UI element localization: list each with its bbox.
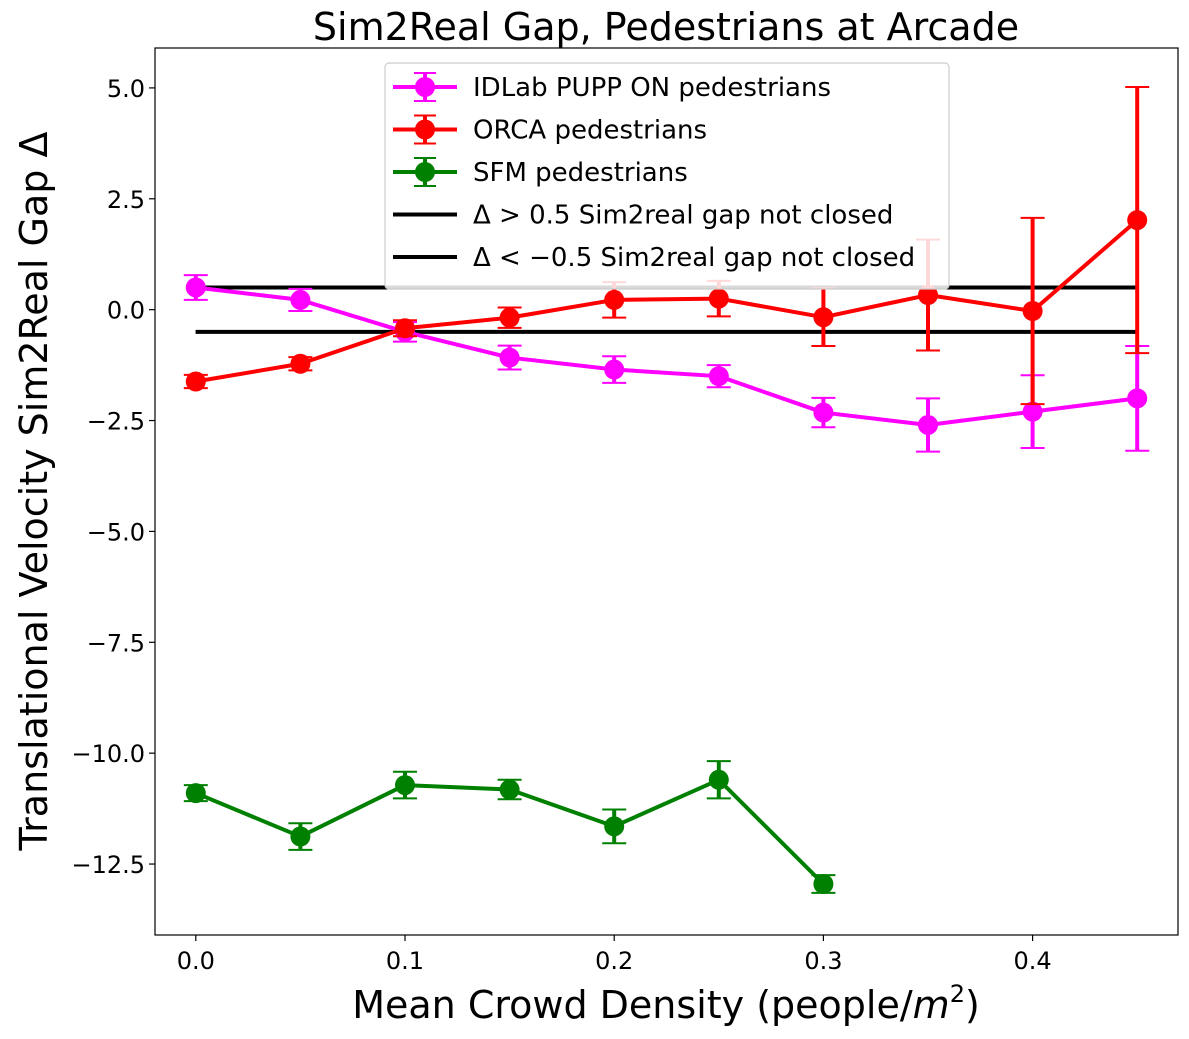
legend-label: SFM pedestrians (473, 158, 688, 188)
legend-entry-1: IDLab PUPP ON pedestrians (393, 72, 831, 103)
data-point (918, 285, 939, 306)
legend-label: Δ < −0.5 Sim2real gap not closed (473, 243, 915, 273)
legend-marker (415, 119, 435, 140)
y-axis-title: Translational Velocity Sim2Real Gap Δ (12, 132, 56, 852)
data-point (290, 826, 311, 847)
axes: 0.0 0.1 0.2 0.3 0.4 5.0 2.5 0.0 −2.5 −5.0 −7.5 −10.… (71, 47, 1179, 975)
legend: IDLab PUPP ON pedestrians ORCA pedestrian… (384, 62, 950, 290)
data-point (813, 307, 834, 328)
legend-marker (415, 162, 435, 182)
data-point (708, 366, 729, 387)
y-tick-label: −5.0 (87, 518, 145, 546)
y-tick-label: 0.0 (107, 297, 145, 325)
x-tick-label: 0.2 (595, 947, 633, 975)
legend-box (384, 62, 950, 290)
data-point (918, 414, 939, 435)
data-point (394, 318, 415, 339)
data-point (1022, 401, 1043, 422)
series-line (195, 218, 1139, 384)
data-point (1127, 210, 1148, 231)
data-point (499, 307, 520, 328)
legend-label: IDLab PUPP ON pedestrians (473, 73, 831, 103)
data-point (1127, 388, 1148, 409)
data-point (708, 288, 729, 309)
x-axis-title: Mean Crowd Density (people/m2) (352, 980, 980, 1027)
chart-title: Sim2Real Gap, Pedestrians at Arcade (313, 5, 1019, 49)
data-point (813, 873, 834, 894)
y-tick-label: −10.0 (71, 740, 145, 768)
y-tick-label: −7.5 (87, 629, 145, 657)
data-point (604, 359, 625, 380)
plot-clip-group (183, 86, 1150, 894)
legend-entry-4: Δ > 0.5 Sim2real gap not closed (393, 201, 893, 231)
data-point (185, 783, 206, 804)
data-point (290, 289, 311, 310)
legend-entry-5: Δ < −0.5 Sim2real gap not closed (393, 243, 915, 273)
y-tick-label: −2.5 (87, 408, 145, 436)
data-point (604, 289, 625, 310)
x-tick-label: 0.1 (386, 947, 424, 975)
y-tick-label: 5.0 (107, 75, 145, 103)
data-point (185, 371, 206, 392)
data-point (185, 277, 206, 298)
data-point (813, 402, 834, 423)
series-2 (183, 86, 1150, 406)
y-tick-label: −12.5 (71, 851, 145, 879)
data-point (604, 816, 625, 837)
legend-label: Δ > 0.5 Sim2real gap not closed (473, 201, 893, 231)
x-tick-label: 0.4 (1014, 947, 1052, 975)
data-point (499, 779, 520, 800)
data-point (708, 769, 729, 790)
data-point (499, 347, 520, 368)
plot-area (183, 86, 1150, 894)
axes-frame (154, 47, 1179, 936)
x-tick-label: 0.0 (177, 947, 215, 975)
legend-label: ORCA pedestrians (473, 116, 707, 146)
data-point (290, 353, 311, 374)
x-tick-label: 0.3 (804, 947, 842, 975)
data-point (1022, 300, 1043, 321)
data-point (394, 775, 415, 796)
legend-entry-3: SFM pedestrians (393, 157, 688, 188)
series-line (195, 285, 1138, 427)
legend-entry-2: ORCA pedestrians (393, 114, 707, 146)
legend-marker (415, 77, 435, 97)
y-tick-label: 2.5 (107, 186, 145, 214)
series-3 (183, 760, 836, 894)
